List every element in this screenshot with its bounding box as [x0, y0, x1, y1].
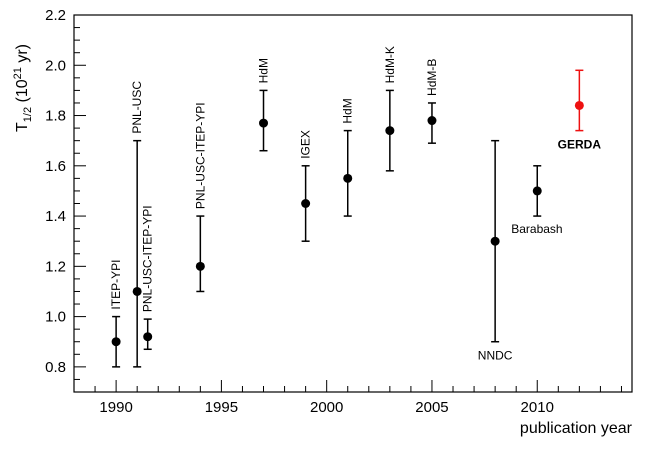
y-tick-label: 1.0 [45, 309, 66, 326]
point-marker [143, 332, 153, 342]
data-point: HdM-K [383, 46, 397, 172]
svg-text:T1/2 (1021 yr): T1/2 (1021 yr) [12, 44, 34, 132]
data-point: IGEX [299, 130, 313, 242]
data-point: HdM [257, 58, 271, 152]
point-label: HdM [257, 58, 271, 83]
x-tick-label: 2010 [521, 399, 554, 416]
y-axis-title-close: yr) [14, 44, 31, 67]
point-marker [195, 261, 205, 271]
x-tick-label: 1995 [205, 399, 238, 416]
point-label: PNL-USC-ITEP-YPI [193, 102, 207, 209]
axis-tick-labels: 1990 1995 2000 2005 2010 0.8 1.0 1.2 1.4 1.6 1.8 2.… [45, 7, 554, 416]
data-point: HdM-B [425, 59, 439, 144]
point-marker [111, 337, 121, 347]
point-marker [385, 126, 395, 136]
point-label: HdM-B [425, 59, 439, 96]
data-points: ITEP-YPI PNL-USC PNL-USC-ITEP-YPI PNL-USC-I… [109, 46, 602, 368]
y-tick-label: 1.2 [45, 258, 66, 275]
point-marker [259, 118, 269, 128]
data-point: ITEP-YPI [109, 260, 123, 368]
point-marker [574, 100, 584, 110]
point-marker [132, 286, 142, 296]
y-axis-title-exp: 21 [12, 67, 24, 79]
data-point: PNL-USC [130, 81, 144, 368]
y-tick-label: 1.4 [45, 208, 66, 225]
point-marker [427, 116, 437, 126]
point-label: Barabash [511, 222, 562, 236]
point-label: IGEX [299, 130, 313, 159]
data-point: PNL-USC-ITEP-YPI [141, 205, 155, 351]
x-tick-label: 1990 [99, 399, 132, 416]
x-tick-label: 2000 [310, 399, 343, 416]
data-point: HdM [341, 98, 355, 217]
data-point: PNL-USC-ITEP-YPI [193, 102, 207, 293]
point-label: GERDA [558, 138, 602, 152]
plot-frame [73, 14, 633, 393]
point-label: ITEP-YPI [109, 260, 123, 310]
y-axis-title-open: (10 [14, 79, 31, 107]
x-axis-title: publication year [520, 420, 633, 437]
point-label: HdM-K [383, 46, 397, 83]
y-axis-title: T1/2 (1021 yr) [12, 44, 34, 132]
point-marker [490, 236, 500, 246]
y-tick-label: 1.6 [45, 158, 66, 175]
y-tick-label: 1.8 [45, 108, 66, 125]
data-point: Barabash [511, 165, 563, 236]
x-tick-label: 2005 [415, 399, 448, 416]
y-tick-label: 2.2 [45, 7, 66, 24]
data-point: GERDA [558, 69, 602, 152]
point-marker [343, 173, 353, 183]
y-tick-label: 0.8 [45, 359, 66, 376]
point-marker [532, 186, 542, 196]
point-label: NNDC [478, 349, 513, 363]
point-label: PNL-USC-ITEP-YPI [141, 205, 155, 312]
axis-ticks [73, 14, 622, 393]
y-tick-label: 2.0 [45, 57, 66, 74]
y-axis-title-sub: 1/2 [22, 107, 34, 122]
point-marker [301, 199, 311, 208]
point-label: HdM [341, 98, 355, 123]
y-axis-title-main: T [14, 122, 31, 132]
point-label: PNL-USC [130, 81, 144, 134]
data-point: NNDC [478, 139, 513, 363]
